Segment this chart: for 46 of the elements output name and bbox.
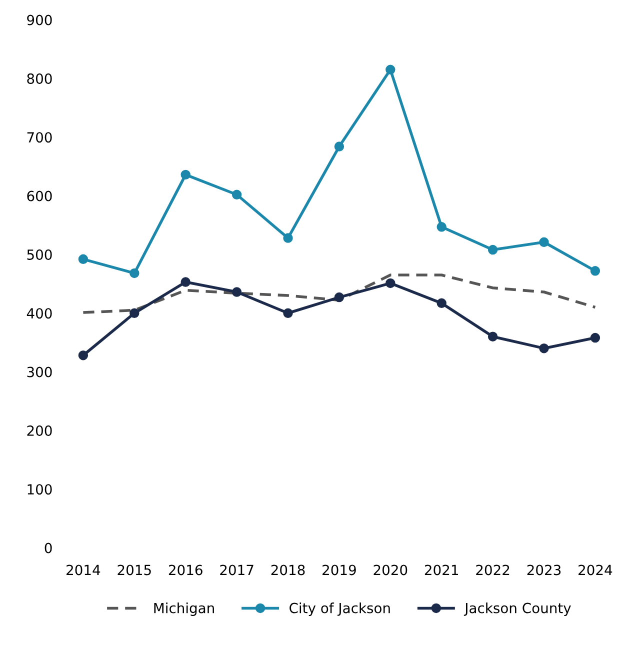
x-tick-label: 2014	[66, 564, 100, 576]
point	[334, 292, 344, 302]
point	[78, 350, 88, 360]
x-tick-label: 2018	[271, 564, 305, 576]
legend-label: Michigan	[154, 602, 214, 616]
point	[488, 332, 498, 342]
x-tick-label: 2024	[578, 564, 612, 576]
x-tick-label: 2020	[374, 564, 408, 576]
point	[180, 170, 190, 180]
y-tick-label: 300	[27, 366, 52, 378]
y-tick-label: 400	[26, 308, 52, 319]
point	[539, 237, 549, 248]
x-tick-label: 2022	[476, 564, 510, 576]
y-tick-label: 500	[27, 249, 52, 260]
x-tick-label: 2019	[322, 564, 356, 576]
point	[590, 266, 600, 276]
point	[130, 308, 140, 318]
y-tick-label: 800	[27, 73, 52, 84]
legend-label: Jackson County	[464, 602, 571, 616]
y-tick-label: 100	[28, 484, 52, 495]
x-tick-label: 2021	[424, 564, 458, 576]
point	[180, 277, 190, 287]
y-tick-label: 900	[27, 14, 52, 26]
point	[283, 233, 293, 243]
point	[590, 332, 600, 343]
x-tick-label: 2015	[118, 564, 151, 576]
y-tick-label: 0	[44, 542, 52, 554]
x-tick-label: 2016	[168, 564, 202, 576]
point	[539, 343, 549, 354]
point	[488, 244, 498, 255]
point	[386, 278, 396, 288]
point	[436, 222, 446, 232]
y-tick-label: 600	[27, 190, 52, 202]
point	[386, 64, 396, 75]
point	[232, 190, 242, 200]
y-tick-label: 200	[27, 425, 52, 436]
point	[436, 298, 446, 308]
point	[78, 254, 88, 264]
legend-label: City of Jackson	[290, 602, 390, 616]
x-tick-label: 2017	[220, 564, 254, 576]
point	[283, 308, 293, 318]
point	[232, 287, 242, 297]
x-tick-label: 2023	[527, 564, 561, 576]
point	[130, 268, 140, 278]
y-tick-label: 700	[27, 132, 52, 143]
point	[334, 142, 344, 152]
